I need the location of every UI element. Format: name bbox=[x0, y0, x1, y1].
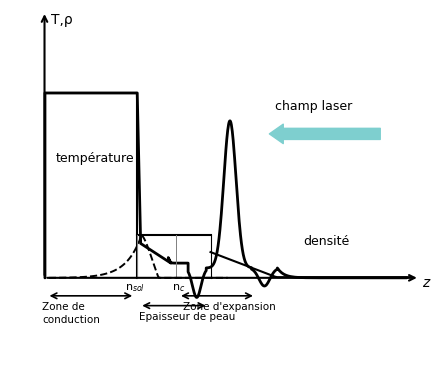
Text: conduction: conduction bbox=[43, 315, 100, 326]
FancyArrowPatch shape bbox=[270, 124, 380, 144]
Text: température: température bbox=[55, 152, 134, 165]
Text: champ laser: champ laser bbox=[275, 100, 352, 113]
Text: T,ρ: T,ρ bbox=[51, 13, 73, 27]
Text: densité: densité bbox=[303, 235, 349, 248]
Text: n$_{c}$: n$_{c}$ bbox=[171, 282, 185, 294]
Text: z: z bbox=[422, 276, 429, 290]
Text: n$_{sol}$: n$_{sol}$ bbox=[125, 282, 145, 294]
Text: Epaisseur de peau: Epaisseur de peau bbox=[139, 312, 236, 322]
Text: Zone de: Zone de bbox=[43, 302, 85, 312]
Text: Zone d'expansion: Zone d'expansion bbox=[183, 302, 275, 312]
